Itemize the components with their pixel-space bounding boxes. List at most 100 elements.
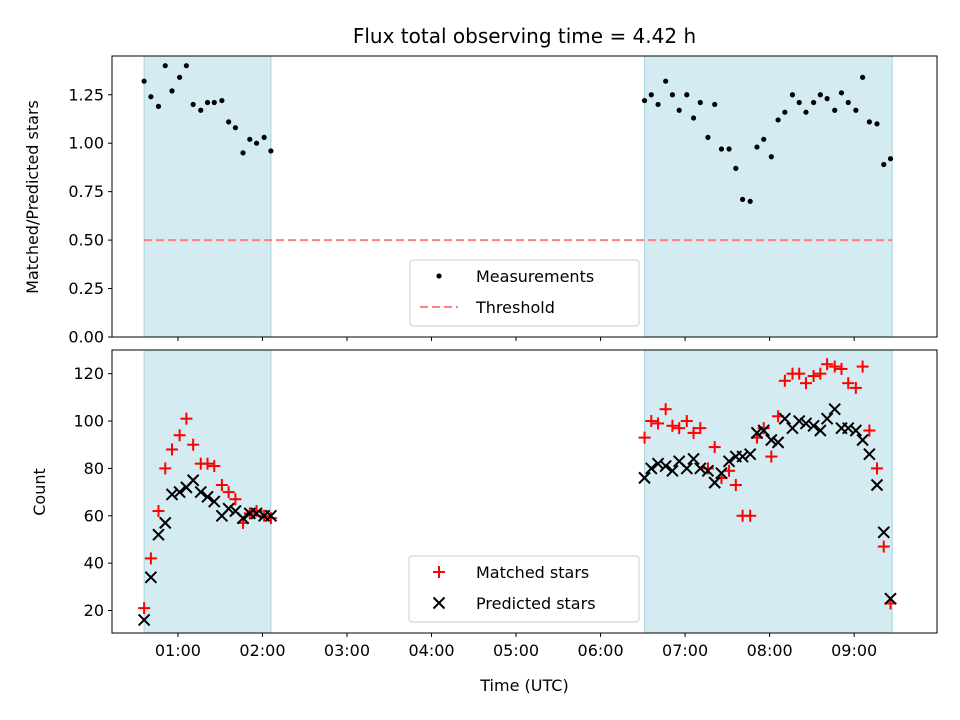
x-tick-label: 09:00 (831, 641, 877, 660)
measurements-point (247, 136, 253, 142)
measurements-point (789, 92, 796, 98)
predicted-stars-point (236, 511, 250, 525)
matched-stars-point (807, 370, 820, 383)
bottom-panel-marks (137, 358, 897, 627)
measurements-point (782, 109, 788, 115)
predicted-stars-point (194, 485, 207, 499)
bottom-panel-y-label: Count (30, 468, 49, 516)
predicted-stars-point (645, 462, 658, 475)
observing-window-0 (143, 55, 272, 338)
matched-stars-point (828, 360, 841, 373)
predicted-stars-point (793, 414, 806, 428)
predicted-stars-point (757, 424, 770, 437)
measurements-point (226, 119, 232, 125)
predicted-stars-point (736, 450, 749, 463)
predicted-stars-point (687, 452, 700, 466)
predicted-stars-point (814, 424, 827, 437)
measurements-point (148, 94, 154, 100)
predicted-stars-point (264, 509, 278, 522)
measurements-point (796, 99, 802, 106)
matched-stars-point (814, 367, 827, 380)
predicted-stars-point (771, 436, 785, 449)
bottom-panel-x-ticks: 01:00 02:00 03:00 04:00 05:00 06:00 07:00 08:00… (155, 633, 877, 660)
y-tick-label: 40 (84, 554, 104, 573)
matched-stars-point (799, 377, 812, 390)
matched-stars-point (215, 478, 228, 491)
matched-stars-point (842, 377, 855, 390)
observing-window-1 (644, 55, 893, 338)
x-tick-label: 04:00 (408, 641, 454, 660)
measurements-point (832, 107, 838, 113)
measurements-point (726, 146, 732, 152)
predicted-stars-point (863, 447, 876, 461)
top-panel: 0.00 0.25 0.50 0.75 1.00 1.25 Matched/Predict… (23, 55, 938, 347)
matched-stars-point (793, 367, 806, 380)
top-panel-marks (141, 63, 894, 204)
measurements-point (669, 92, 676, 98)
matched-stars-point (744, 509, 757, 522)
predicted-stars-point (159, 516, 172, 530)
predicted-stars-point (820, 412, 834, 425)
legend-matched-label: Matched stars (476, 563, 589, 582)
matched-stars-point (835, 362, 848, 375)
legend-measurements-label: Measurements (476, 267, 594, 286)
y-tick-label: 1.25 (68, 85, 104, 104)
matched-stars-point (680, 415, 693, 428)
matched-stars-point (208, 460, 221, 473)
matched-stars-point (778, 374, 791, 387)
predicted-stars-point (750, 426, 764, 440)
matched-stars-point (180, 412, 193, 425)
measurements-point (141, 78, 147, 84)
measurements-point (754, 144, 760, 150)
measurements-point (204, 99, 211, 106)
measurements-point (655, 101, 661, 108)
matched-stars-point (877, 540, 890, 553)
matched-stars-point (757, 422, 770, 435)
matched-stars-point (166, 443, 179, 456)
measurements-point (824, 96, 830, 102)
legend-predicted-marker (432, 596, 446, 610)
measurements-point (648, 92, 654, 98)
measurements-point (712, 101, 718, 108)
bottom-panel-frame (111, 349, 938, 634)
predicted-stars-point (799, 417, 813, 430)
measurements-point (866, 119, 872, 125)
predicted-stars-point (743, 447, 757, 461)
matched-stars-point (849, 381, 862, 394)
matched-stars-point (687, 426, 700, 439)
predicted-stars-point (137, 613, 151, 627)
legend-predicted-label: Predicted stars (476, 594, 596, 613)
predicted-stars-point (778, 412, 792, 425)
predicted-stars-point (884, 592, 897, 605)
matched-stars-point (638, 431, 651, 444)
measurements-point (240, 150, 246, 156)
matched-stars-point (708, 441, 721, 454)
predicted-stars-point (680, 462, 694, 475)
predicted-stars-point (666, 464, 679, 477)
measurements-point (211, 99, 217, 106)
measurements-point (198, 107, 204, 113)
measurements-point (253, 140, 260, 146)
predicted-stars-point (201, 490, 214, 504)
matched-stars-point (138, 602, 151, 615)
predicted-stars-point (250, 507, 263, 520)
measurements-point (718, 146, 725, 152)
predicted-stars-point (877, 526, 890, 539)
matched-stars-point (666, 419, 679, 432)
top-panel-frame (111, 55, 938, 338)
legend-matched-marker (433, 566, 445, 578)
measurements-point (817, 92, 823, 98)
predicted-stars-point (708, 476, 721, 489)
matched-stars-point (856, 360, 869, 373)
predicted-stars-point (765, 433, 778, 447)
measurements-point (810, 99, 817, 106)
predicted-stars-point (222, 502, 235, 515)
predicted-stars-point (807, 419, 820, 432)
predicted-stars-point (144, 571, 158, 584)
predicted-stars-point (828, 402, 841, 416)
matched-stars-point (201, 457, 214, 470)
measurements-point (845, 99, 851, 106)
measurements-point (268, 148, 274, 154)
measurements-point (747, 198, 753, 204)
